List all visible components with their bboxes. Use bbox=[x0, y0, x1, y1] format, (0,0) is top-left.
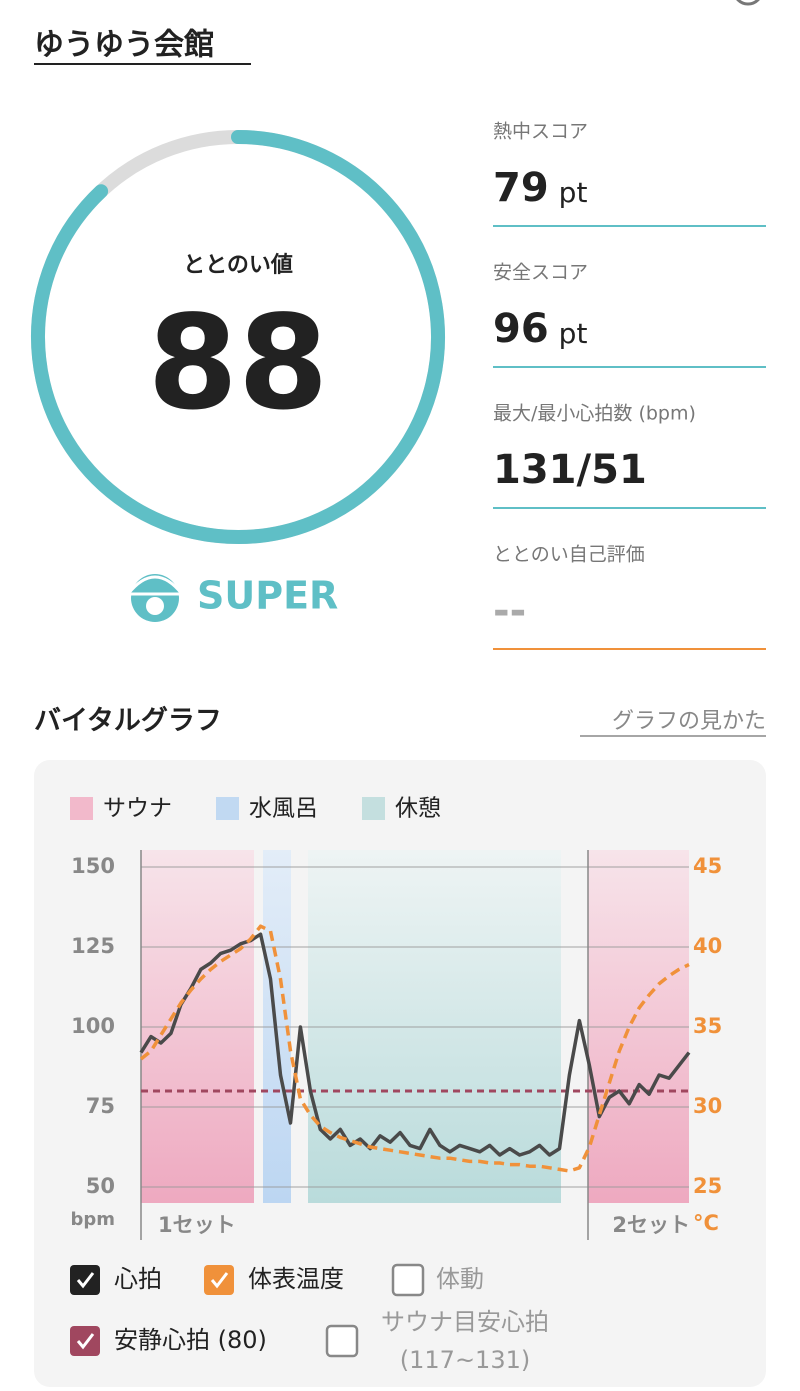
rank-icon bbox=[124, 574, 186, 622]
toggle-label: 安静心拍 (80) bbox=[114, 1326, 267, 1354]
check-mark bbox=[210, 1272, 229, 1289]
y2-tick-label: 30 bbox=[693, 1094, 722, 1118]
score-value: 88 bbox=[148, 287, 329, 439]
stat-label: 安全スコア bbox=[493, 262, 588, 284]
toggle-checkbox[interactable] bbox=[204, 1265, 234, 1295]
stat-label: 最大/最小心拍数 (bpm) bbox=[493, 403, 696, 425]
zone-label: 水風呂 bbox=[249, 796, 318, 822]
zone-label: 休憩 bbox=[395, 796, 441, 822]
y-tick-label: 100 bbox=[71, 1014, 115, 1038]
rank: SUPER bbox=[197, 574, 338, 618]
stat-label: ととのい自己評価 bbox=[493, 544, 645, 566]
top-icon[interactable] bbox=[734, 0, 762, 6]
set-label: 1セット bbox=[158, 1213, 236, 1237]
y2-tick-label: 25 bbox=[693, 1174, 722, 1198]
toggle-sub: (117~131) bbox=[400, 1346, 530, 1374]
y-tick-label: 150 bbox=[71, 854, 115, 878]
check-mark bbox=[76, 1272, 95, 1289]
stat-value: 96 bbox=[493, 306, 549, 352]
zone-label: サウナ bbox=[103, 796, 172, 822]
help-link[interactable]: グラフの見かた bbox=[612, 709, 766, 734]
stat-label: 熱中スコア bbox=[493, 121, 588, 143]
set-label: 2セット bbox=[612, 1213, 690, 1237]
gauge-arc bbox=[31, 130, 445, 544]
y2-unit: °C bbox=[693, 1211, 719, 1235]
stat-unit: pt bbox=[559, 176, 588, 209]
y2-tick-label: 45 bbox=[693, 854, 722, 878]
venue-title[interactable]: ゆうゆう会館 bbox=[34, 28, 214, 63]
zone-swatch bbox=[70, 797, 93, 820]
y-tick-label: 75 bbox=[86, 1094, 115, 1118]
stat-value: 79 bbox=[493, 165, 549, 211]
toggle-label: 心拍 bbox=[114, 1265, 162, 1293]
toggle-checkbox[interactable] bbox=[70, 1326, 100, 1356]
toggle-label: 体表温度 bbox=[248, 1265, 344, 1293]
zone-swatch bbox=[216, 797, 239, 820]
y2-tick-label: 35 bbox=[693, 1014, 722, 1038]
score-label: ととのい値 bbox=[183, 253, 293, 278]
y-tick-label: 50 bbox=[86, 1174, 115, 1198]
toggle-label: 体動 bbox=[436, 1265, 484, 1293]
toggle-checkbox[interactable] bbox=[325, 1324, 359, 1358]
series-line bbox=[139, 932, 691, 1157]
toggle-checkbox[interactable] bbox=[391, 1263, 425, 1297]
y2-tick-label: 40 bbox=[693, 934, 722, 958]
zone-swatch bbox=[362, 797, 385, 820]
stat-unit: pt bbox=[559, 317, 588, 350]
check-mark bbox=[76, 1333, 95, 1350]
y-unit: bpm bbox=[70, 1209, 115, 1230]
y-tick-label: 125 bbox=[71, 934, 115, 958]
section-title: バイタルグラフ bbox=[34, 705, 222, 737]
stat-value: -- bbox=[493, 588, 526, 634]
toggle-checkbox[interactable] bbox=[70, 1265, 100, 1295]
toggle-label: サウナ目安心拍 bbox=[381, 1308, 549, 1336]
series-line bbox=[139, 924, 690, 1173]
stat-value: 131/51 bbox=[493, 447, 647, 493]
